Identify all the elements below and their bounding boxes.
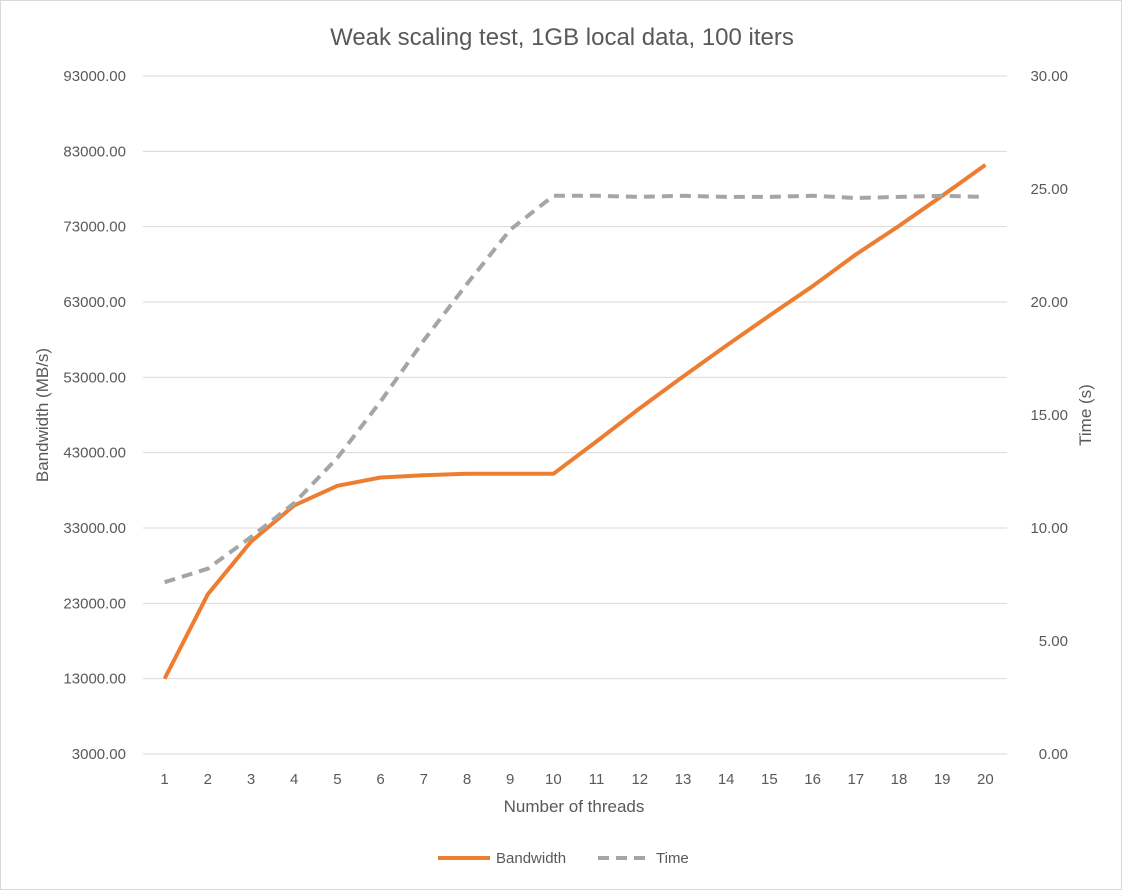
x-tick-label: 8 <box>463 771 471 788</box>
x-tick-label: 19 <box>934 771 951 788</box>
x-tick-label: 1 <box>160 771 168 788</box>
y-tick-label-right: 25.00 <box>1030 181 1068 198</box>
y-tick-label-left: 13000.00 <box>63 671 126 688</box>
x-axis-ticks: 1 2 3 4 5 6 7 8 9 10 11 12 13 14 15 16 17 18 19 20 <box>160 771 993 788</box>
y-tick-label-left: 23000.00 <box>63 595 126 612</box>
y-tick-label-right: 15.00 <box>1030 407 1068 424</box>
y-axis-right-ticks: 0.00 5.00 10.00 15.00 20.00 25.00 30.00 <box>1030 68 1068 763</box>
y-tick-label-right: 10.00 <box>1030 520 1068 537</box>
y-tick-label-right: 5.00 <box>1039 633 1068 650</box>
y-tick-label-left: 33000.00 <box>63 520 126 537</box>
x-tick-label: 20 <box>977 771 994 788</box>
y-tick-label-left: 73000.00 <box>63 219 126 236</box>
y-axis-left-title: Bandwidth (MB/s) <box>33 348 52 482</box>
x-tick-label: 10 <box>545 771 562 788</box>
y-axis-right-title: Time (s) <box>1076 384 1095 446</box>
gridlines <box>143 75 1007 755</box>
x-tick-label: 18 <box>891 771 908 788</box>
x-tick-label: 7 <box>420 771 428 788</box>
series-line-time <box>164 193 986 585</box>
x-tick-label: 14 <box>718 771 735 788</box>
y-tick-label-left: 83000.00 <box>63 143 126 160</box>
x-tick-label: 4 <box>290 771 298 788</box>
x-tick-label: 11 <box>589 771 605 788</box>
x-tick-label: 12 <box>631 771 648 788</box>
x-tick-label: 6 <box>376 771 384 788</box>
x-axis-title: Number of threads <box>504 797 645 816</box>
x-tick-label: 2 <box>204 771 212 788</box>
x-tick-label: 16 <box>804 771 821 788</box>
y-tick-label-left: 63000.00 <box>63 294 126 311</box>
x-tick-label: 15 <box>761 771 778 788</box>
legend: Bandwidth Time <box>438 850 689 867</box>
x-tick-label: 9 <box>506 771 514 788</box>
y-tick-label-left: 43000.00 <box>63 445 126 462</box>
chart-title: Weak scaling test, 1GB local data, 100 i… <box>330 24 794 51</box>
y-tick-label-left: 3000.00 <box>72 746 126 763</box>
y-tick-label-right: 0.00 <box>1039 746 1068 763</box>
y-tick-label-left: 53000.00 <box>63 369 126 386</box>
x-tick-label: 3 <box>247 771 255 788</box>
y-axis-left-ticks: 3000.00 13000.00 23000.00 33000.00 43000.00 5… <box>63 68 126 763</box>
x-tick-label: 5 <box>333 771 341 788</box>
x-tick-label: 13 <box>675 771 692 788</box>
legend-label-time: Time <box>656 850 689 867</box>
series-layer <box>162 163 987 680</box>
x-tick-label: 17 <box>847 771 864 788</box>
series-line-bandwidth <box>162 163 987 680</box>
y-tick-label-left: 93000.00 <box>63 68 126 85</box>
y-tick-label-right: 30.00 <box>1030 68 1068 85</box>
legend-label-bandwidth: Bandwidth <box>496 850 566 867</box>
y-tick-label-right: 20.00 <box>1030 294 1068 311</box>
